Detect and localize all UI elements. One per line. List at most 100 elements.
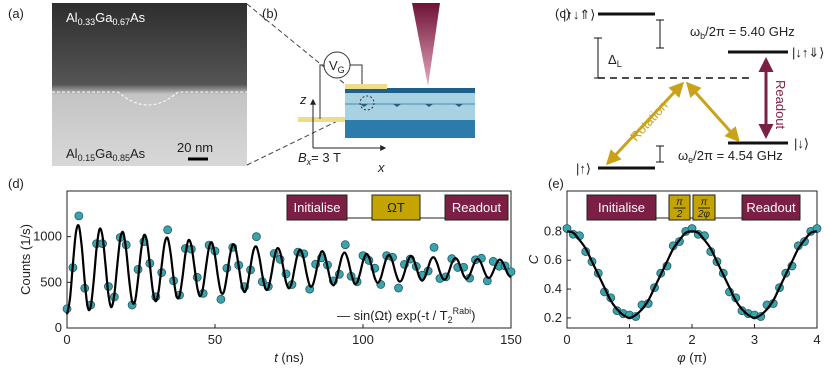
text: (ns) [278, 350, 304, 365]
wire [319, 64, 363, 119]
text: Al [66, 10, 78, 25]
panel-c: (c) |↑↓⇑⟩ |↓↑⇓⟩ |↓⟩ |↑⟩ ωb/2π = 5.40 GHz… [555, 6, 824, 176]
layer [345, 120, 475, 138]
state-label: |↓↑⇓⟩ [792, 45, 824, 60]
y-tick-label: 0.4 [544, 281, 562, 296]
panel-label: (c) [555, 6, 570, 21]
sequence-block [444, 194, 509, 221]
y-tick-label: 0.8 [544, 223, 562, 238]
sequence-block [286, 194, 348, 221]
dot-marker [359, 95, 375, 111]
text: = 3 T [311, 150, 341, 165]
readout-label: Readout [773, 80, 788, 130]
rotation-label: Rotation [627, 98, 671, 144]
text: As [130, 146, 146, 161]
contact [298, 117, 345, 122]
x-tick-label: 100 [352, 332, 374, 347]
text: As [130, 10, 146, 25]
panel-b: (b) VG z x Bx= 3 T [262, 3, 475, 175]
sequence-label: ΩT [387, 200, 405, 215]
y-tick-label: 500 [40, 274, 62, 289]
fraction-num: π [676, 197, 683, 208]
data-point [216, 294, 226, 304]
data-point [429, 242, 439, 252]
text: 0.67 [112, 17, 130, 27]
gate [345, 84, 387, 89]
material-label: Al0.15Ga0.85As [66, 146, 146, 163]
state-label: |↑↓⇑⟩ [563, 7, 595, 22]
panel-label: (d) [8, 176, 24, 191]
x-tick-label: 2 [688, 332, 695, 347]
text: b [700, 31, 705, 41]
text: e [688, 155, 693, 165]
y-tick-label: 0.6 [544, 252, 562, 267]
text: Rabi [453, 306, 472, 316]
field-label: Bx= 3 T [298, 150, 341, 167]
text: ω [690, 24, 700, 39]
x-tick-label: 150 [500, 332, 522, 347]
zoom-line [246, 111, 357, 166]
state-label: |↓⟩ [794, 136, 809, 151]
gate-label: VG [329, 58, 345, 75]
text: φ [677, 350, 686, 365]
data-point [394, 283, 403, 293]
x-tick-label: 0 [63, 332, 70, 347]
y-tick-label: 1000 [33, 229, 62, 244]
data-point [340, 240, 350, 250]
layer [345, 88, 475, 93]
energy-label: ωe/2π = 4.54 GHz [678, 148, 783, 165]
plot-frame [66, 190, 512, 329]
fit-line [566, 230, 818, 320]
axis-label: z [299, 92, 307, 107]
energy-label: ωb/2π = 5.40 GHz [690, 24, 795, 41]
text: (π) [686, 350, 707, 365]
sequence-label: Readout [452, 200, 502, 215]
fit-line [65, 224, 512, 315]
y-tick-label: 0 [55, 320, 62, 335]
panel-label: (e) [548, 176, 564, 191]
sequence-label: Readout [746, 200, 796, 215]
text: 0.15 [78, 153, 96, 163]
x-tick-label: 4 [813, 332, 820, 347]
text: /2π = 5.40 GHz [705, 24, 795, 39]
data-point [163, 225, 173, 235]
material-label: Al0.33Ga0.67As [66, 10, 146, 27]
fraction-num: π [701, 197, 708, 208]
axis-label: x [377, 160, 385, 175]
x-tick-label: 0 [563, 332, 570, 347]
legend-label: — sin(Ωt) exp(-t / T2Rabi) [337, 306, 475, 325]
text: Δ [608, 52, 617, 67]
panel-label: (a) [8, 6, 24, 21]
x-tick-label: 50 [208, 332, 222, 347]
sequence-block [371, 194, 421, 221]
text: 0.33 [78, 17, 96, 27]
sequence-block [741, 194, 801, 221]
rotation-arrow [605, 81, 685, 166]
chart: (d) 0 50 100 150 0 500 1000 t (ns) Counts (1/s) In… [8, 176, 522, 365]
text: ω [678, 148, 688, 163]
panel-label: (b) [262, 6, 278, 21]
fraction-den: 2 [676, 209, 683, 220]
interface-line [52, 91, 247, 106]
sequence-block [586, 194, 657, 221]
levels [598, 12, 788, 170]
x-tick-label: 3 [751, 332, 758, 347]
text: 2 [448, 315, 453, 325]
sequence-label: Initialise [598, 200, 645, 215]
text: Ga [95, 10, 113, 25]
y-tick-label: 0.2 [544, 310, 562, 325]
state-label: |↑⟩ [576, 161, 591, 176]
scale-label: 20 nm [177, 140, 213, 155]
text: x [306, 157, 312, 167]
data-point [74, 211, 84, 221]
text: /2π = 4.54 GHz [693, 148, 783, 163]
data-point [252, 232, 261, 242]
laser-beam [412, 3, 440, 86]
text: B [298, 150, 307, 165]
rotation-arrow [686, 81, 740, 143]
text: Ga [95, 146, 113, 161]
y-axis-label: C [526, 254, 541, 264]
text: t [274, 350, 279, 365]
